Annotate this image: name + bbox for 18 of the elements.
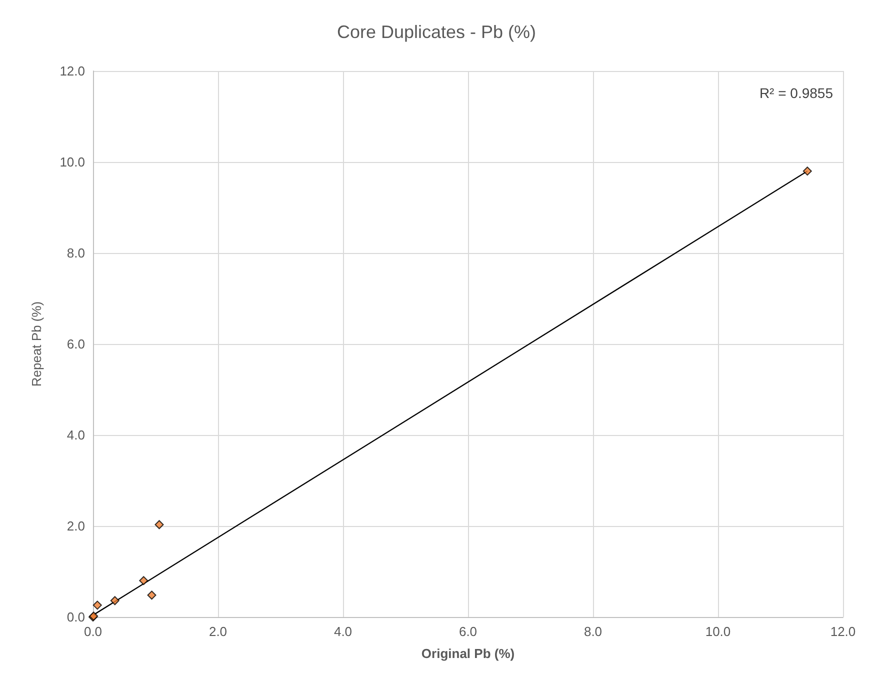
x-tick-label: 6.0: [458, 624, 478, 639]
y-tick-label: 12.0: [60, 64, 85, 78]
x-axis-title: Original Pb (%): [421, 646, 515, 661]
x-tick-label: 0.0: [84, 624, 102, 639]
y-tick-label: 4.0: [66, 428, 85, 442]
x-tick-label: 8.0: [584, 624, 602, 639]
chart-title: Core Duplicates - Pb (%): [336, 22, 536, 42]
x-tick-label: 12.0: [830, 624, 856, 639]
y-tick-label: 8.0: [66, 246, 85, 260]
y-tick-label: 10.0: [60, 154, 85, 170]
x-tick-label: 10.0: [705, 624, 731, 639]
x-tick-label: 2.0: [208, 624, 228, 639]
y-tick-label: 6.0: [66, 336, 85, 352]
annotation: R² = 0.9855: [759, 85, 834, 101]
y-tick-label: 2.0: [66, 518, 85, 534]
y-axis-title: Repeat Pb (%): [29, 301, 44, 387]
x-tick-label: 4.0: [334, 624, 352, 639]
y-tick-label: 0.0: [66, 610, 85, 624]
